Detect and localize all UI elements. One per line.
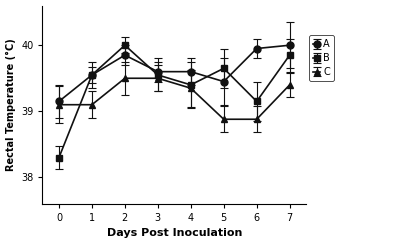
Legend: A, B, C: A, B, C [309,35,334,81]
Y-axis label: Rectal Temperature (°C): Rectal Temperature (°C) [6,38,16,171]
X-axis label: Days Post Inoculation: Days Post Inoculation [107,228,242,238]
